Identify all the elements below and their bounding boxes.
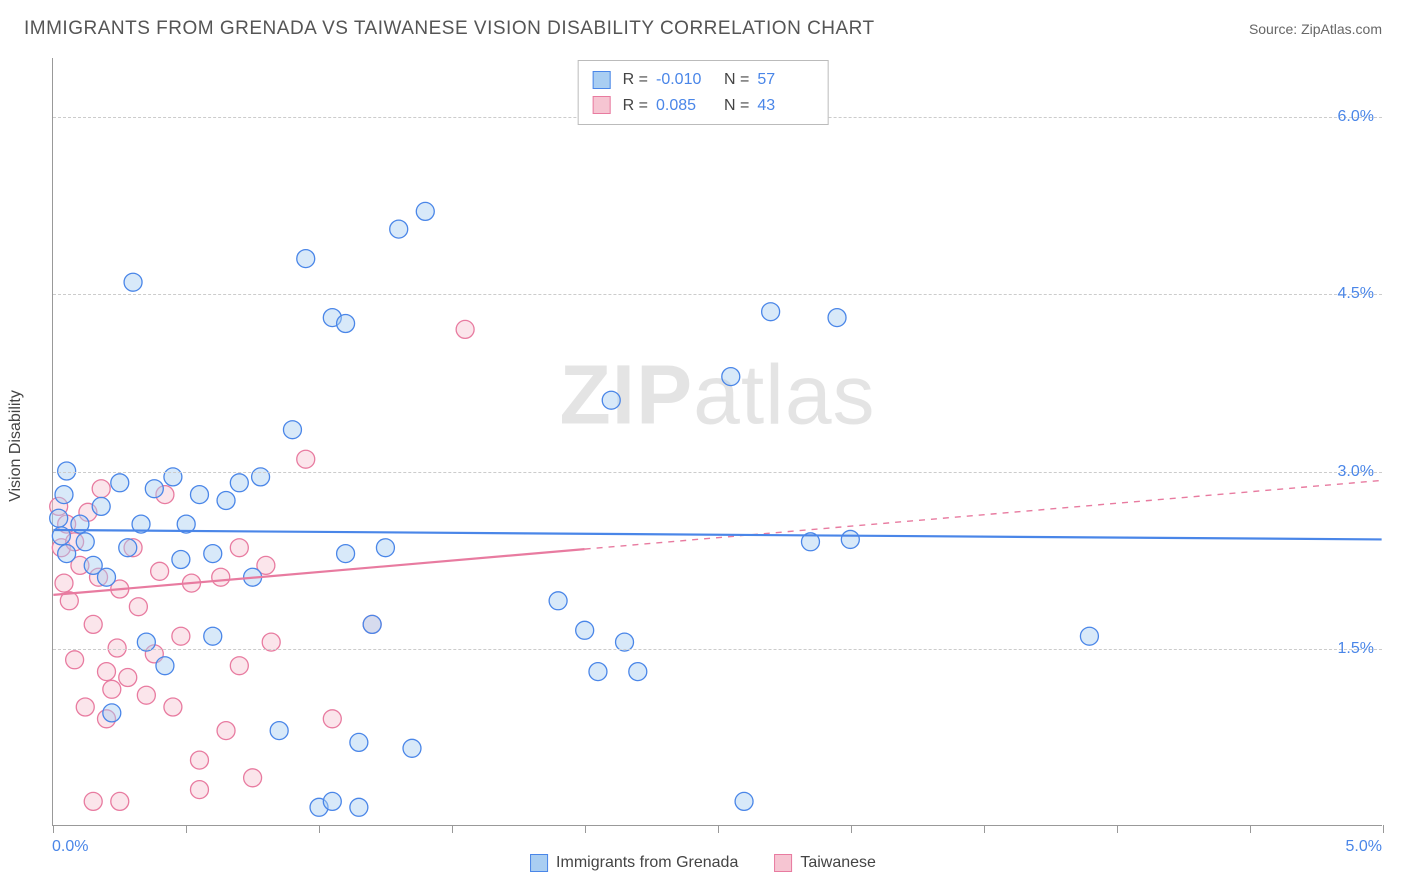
stats-row-series2: R = 0.085 N = 43	[593, 93, 814, 119]
source-label: Source: ZipAtlas.com	[1249, 21, 1382, 37]
legend-item-series1: Immigrants from Grenada	[530, 854, 738, 872]
r-value-series1: -0.010	[656, 67, 712, 93]
x-axis-min-label: 0.0%	[52, 838, 88, 856]
y-tick-label: 1.5%	[1338, 640, 1374, 658]
r-value-series2: 0.085	[656, 93, 712, 119]
n-label: N =	[724, 93, 749, 119]
y-tick-label: 4.5%	[1338, 285, 1374, 303]
y-tick-label: 3.0%	[1338, 463, 1374, 481]
plot-area: ZIPatlas 1.5%3.0%4.5%6.0%	[52, 58, 1382, 826]
stats-row-series1: R = -0.010 N = 57	[593, 67, 814, 93]
chart-svg	[53, 58, 1382, 825]
swatch-series2	[593, 96, 611, 114]
r-label: R =	[623, 67, 648, 93]
legend-label-series1: Immigrants from Grenada	[556, 854, 738, 872]
x-axis-max-label: 5.0%	[1346, 838, 1382, 856]
n-label: N =	[724, 67, 749, 93]
chart-title: IMMIGRANTS FROM GRENADA VS TAIWANESE VIS…	[24, 18, 875, 40]
r-label: R =	[623, 93, 648, 119]
n-value-series2: 43	[757, 93, 813, 119]
stats-legend: R = -0.010 N = 57 R = 0.085 N = 43	[578, 60, 829, 125]
y-axis-title: Vision Disability	[7, 390, 25, 502]
legend-label-series2: Taiwanese	[800, 854, 876, 872]
bottom-legend: Immigrants from Grenada Taiwanese	[530, 854, 876, 872]
y-tick-label: 6.0%	[1338, 108, 1374, 126]
swatch-series1	[530, 854, 548, 872]
n-value-series1: 57	[757, 67, 813, 93]
swatch-series1	[593, 71, 611, 89]
swatch-series2	[774, 854, 792, 872]
legend-item-series2: Taiwanese	[774, 854, 876, 872]
